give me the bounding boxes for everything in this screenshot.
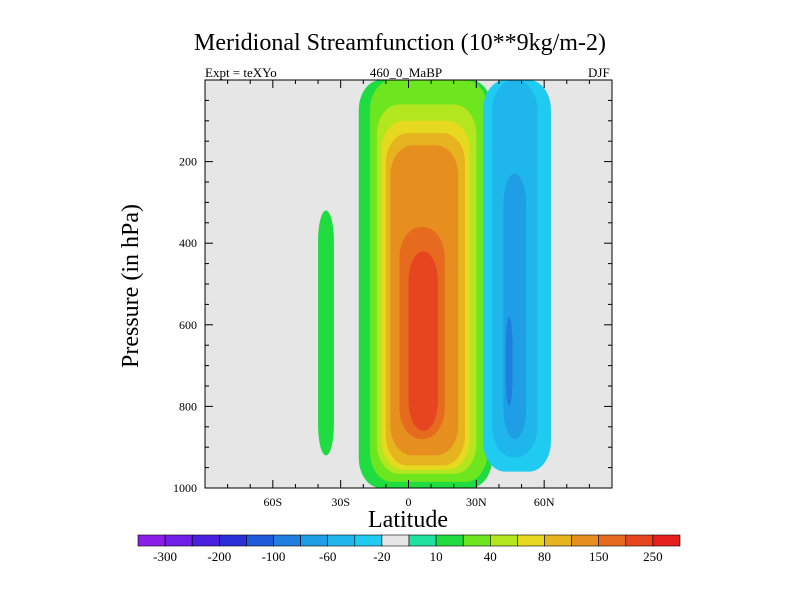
y-tick-label: 600 xyxy=(179,318,197,332)
x-tick-label: 0 xyxy=(406,495,412,509)
y-tick-label: 800 xyxy=(179,399,197,413)
x-tick-label: 30S xyxy=(331,495,350,509)
colorbar-label: 80 xyxy=(538,549,551,564)
colorbar-box xyxy=(598,534,627,547)
colorbar-box xyxy=(246,534,274,547)
axes: 60S 30S 0 30N 60N 200 400 600 800 1000 xyxy=(173,79,613,509)
colorbar-label: 250 xyxy=(643,549,663,564)
x-tick-label: 30N xyxy=(466,495,487,509)
x-tick-label: 60S xyxy=(263,495,282,509)
season-label: DJF xyxy=(588,65,610,80)
colorbar-box xyxy=(625,534,654,547)
run-label: 460_0_MaBP xyxy=(369,65,443,80)
contour-region-positive-9 xyxy=(408,251,438,431)
colorbar-box xyxy=(571,534,599,547)
colorbar-box xyxy=(191,534,220,547)
contour-region-negative-12 xyxy=(503,173,527,440)
y-tick-label: 200 xyxy=(179,155,197,169)
colorbar-box xyxy=(462,534,491,547)
colorbar-box xyxy=(517,534,545,547)
colorbar-box xyxy=(137,534,166,547)
colorbar-label: -60 xyxy=(319,549,336,564)
experiment-label: Expt = teXYo xyxy=(205,65,277,80)
colorbar-box xyxy=(164,534,193,547)
plot-area xyxy=(205,80,612,488)
y-tick-label: 400 xyxy=(179,236,197,250)
colorbar-box xyxy=(273,534,301,547)
colorbar-label: -300 xyxy=(153,549,177,564)
chart-title: Meridional Streamfunction (10**9kg/m-2) xyxy=(194,30,606,56)
y-axis-label: Pressure (in hPa) xyxy=(118,204,144,368)
colorbar-box xyxy=(327,534,356,547)
colorbar-label: -20 xyxy=(373,549,390,564)
colorbar-label: -100 xyxy=(262,549,286,564)
colorbar: -300 -200 -100 -60 -20 10 40 80 150 250 xyxy=(137,534,681,564)
colorbar-box xyxy=(489,534,518,547)
contour-region-positive-1 xyxy=(318,210,334,456)
x-tick-label: 60N xyxy=(534,495,555,509)
y-tick-label: 1000 xyxy=(173,481,197,495)
colorbar-box xyxy=(381,534,410,547)
colorbar-box xyxy=(544,534,572,547)
x-axis-label: Latitude xyxy=(368,507,448,533)
colorbar-box xyxy=(219,534,247,547)
colorbar-label: 40 xyxy=(484,549,497,564)
colorbar-box xyxy=(408,534,437,547)
colorbar-label: 150 xyxy=(589,549,609,564)
colorbar-label: 10 xyxy=(430,549,443,564)
colorbar-box xyxy=(300,534,329,547)
contour-region-negative-13 xyxy=(505,316,513,407)
colorbar-label: -200 xyxy=(207,549,231,564)
colorbar-box xyxy=(652,534,681,547)
colorbar-box xyxy=(435,534,464,547)
colorbar-box xyxy=(354,534,383,547)
